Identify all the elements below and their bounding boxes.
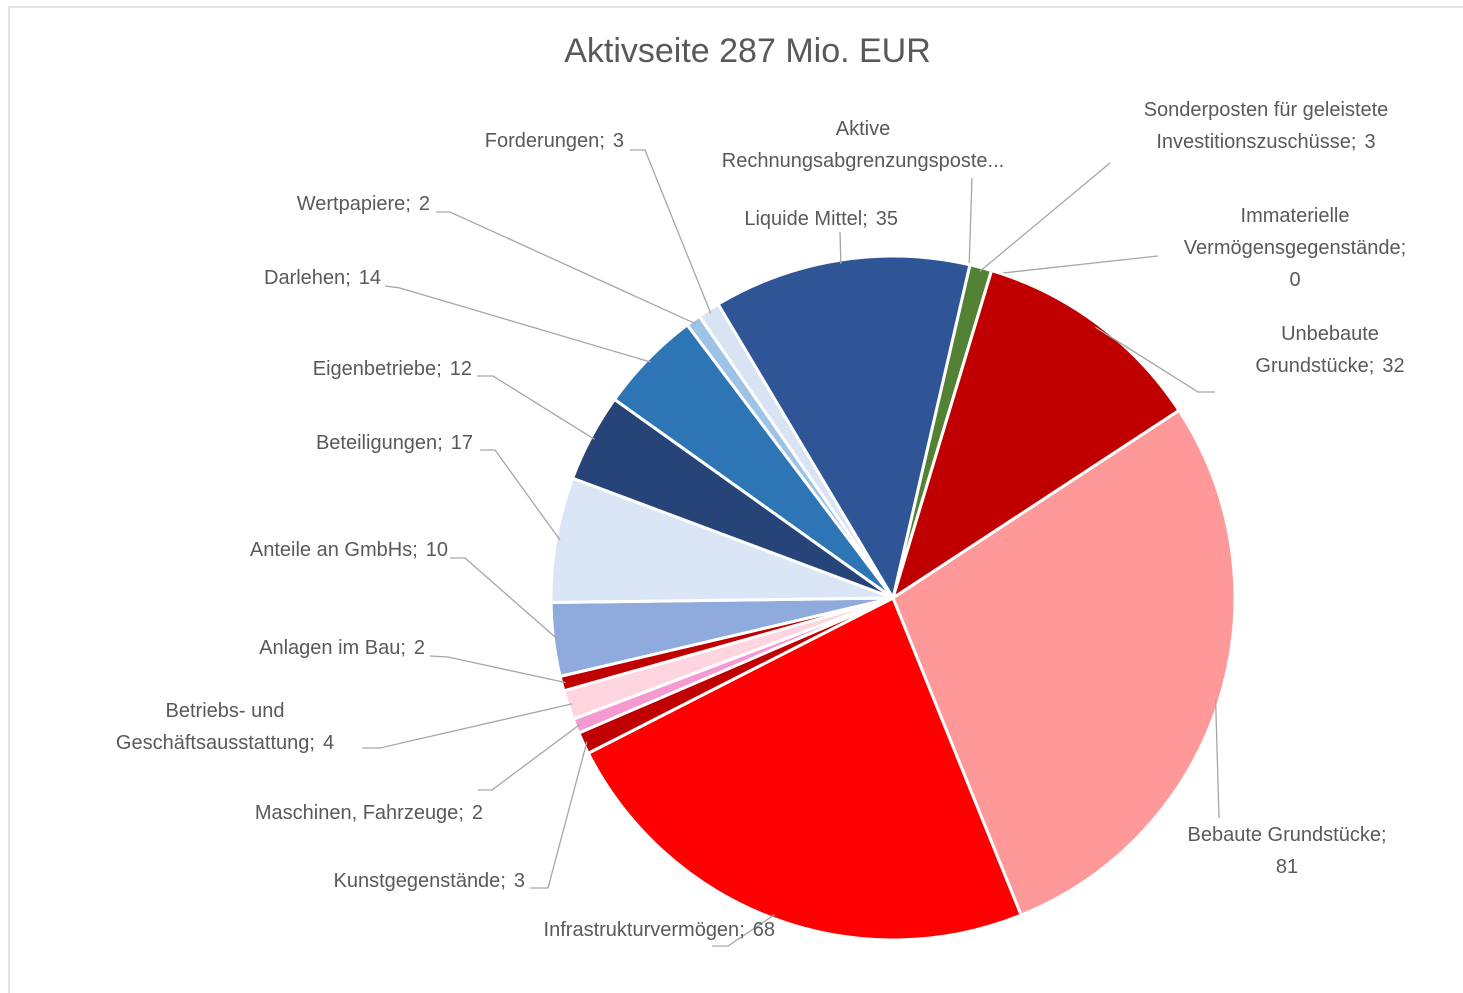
leader-line [429,655,566,684]
label-category: Liquide Mittel [744,208,863,230]
leader-line [477,375,595,440]
leader-line [968,177,973,269]
data-label: Eigenbetriebe; 12 [313,353,472,385]
leader-line [436,211,696,325]
leader-line [979,162,1111,272]
leader-line [1094,326,1215,393]
pie-slice [586,595,1024,942]
data-label: Unbebaute Grundstücke; 32 [1225,318,1435,382]
label-category: Immaterielle Vermögensgegenstände [1183,205,1401,259]
leader-line [362,703,573,749]
label-value: 4 [322,732,335,754]
label-separator: ; [458,802,464,824]
data-label: Bebaute Grundstücke; 81 [1137,819,1437,883]
data-label: Anlagen im Bau; 2 [259,632,425,664]
label-separator: ; [400,637,406,659]
label-category: Sonderposten für geleistete Investitions… [1143,99,1389,153]
label-separator: ; [436,358,442,380]
label-value: 3 [1364,131,1376,153]
label-category: Aktive Rechnungsabgrenzungsposte... [721,118,1005,172]
label-separator: ; [862,208,868,230]
label-separator: ; [1400,237,1407,259]
data-label: Maschinen, Fahrzeuge; 2 [255,797,483,829]
label-category: Maschinen, Fahrzeuge [254,802,459,824]
label-value: 32 [1382,355,1405,377]
label-category: Beteiligungen [315,432,438,454]
label-category: Kunstgegenstände [333,870,501,892]
data-label: Wertpapiere; 2 [297,188,430,220]
leader-line [839,231,842,265]
label-category: Darlehen [264,267,346,289]
chart-frame [8,6,1463,993]
label-value: 14 [358,267,381,289]
label-separator: ; [309,732,315,754]
label-separator: ; [500,870,506,892]
label-separator: ; [1350,131,1357,153]
data-label: Beteiligungen; 17 [316,427,473,459]
data-label: Immaterielle Vermögensgegenstände; 0 [1145,200,1445,296]
leader-line [712,914,775,947]
data-label: Kunstgegenstände; 3 [334,865,526,897]
pie-slice [891,408,1237,918]
label-separator: ; [412,539,418,561]
label-value: 0 [1289,269,1301,291]
data-label: Liquide Mittel; 35 [744,203,898,235]
data-label: Anteile an GmbHs; 10 [250,534,448,566]
data-label: Sonderposten für geleistete Investitions… [1106,94,1426,158]
leader-line [1214,698,1220,819]
label-category: Infrastrukturvermögen [543,919,740,941]
label-value: 2 [413,637,425,659]
label-separator: ; [405,193,411,215]
leader-line [450,557,558,640]
label-separator: ; [599,130,605,152]
label-separator: ; [1380,824,1387,846]
leader-line [384,285,652,363]
label-category: Anlagen im Bau [259,637,401,659]
label-separator: ; [437,432,443,454]
data-label: Betriebs- und Geschäftsausstattung; 4 [80,695,370,759]
label-category: Eigenbetriebe [312,358,437,380]
label-value: 2 [471,802,483,824]
label-value: 17 [450,432,473,454]
label-category: Unbebaute Grundstücke [1255,323,1379,377]
chart-title: Aktivseite 287 Mio. EUR [564,32,931,70]
label-value: 3 [612,130,624,152]
pie-slice [549,476,894,604]
data-label: Aktive Rechnungsabgrenzungsposte... [693,113,1033,177]
leader-line [530,741,588,889]
label-category: Anteile an GmbHs [249,539,413,561]
label-separator: ; [739,919,745,941]
label-category: Forderungen [484,130,600,152]
label-value: 10 [425,539,448,561]
data-label: Forderungen; 3 [485,125,624,157]
label-value: 12 [449,358,472,380]
leader-line [480,449,561,541]
label-category: Bebaute Grundstücke [1187,824,1381,846]
pie-slice [890,268,1182,602]
label-separator: ; [1368,355,1375,377]
label-separator: ; [345,267,351,289]
label-category: Betriebs- und Geschäftsausstattung [115,700,310,754]
label-category: Wertpapiere [296,193,406,215]
data-label: Darlehen; 14 [264,262,381,294]
leader-line [478,724,581,791]
label-value: 81 [1275,856,1299,878]
label-value: 68 [752,919,775,941]
label-value: 2 [418,193,430,215]
label-value: 3 [513,870,525,892]
label-value: 35 [875,208,898,230]
leader-line [990,255,1159,275]
data-label: Infrastrukturvermögen; 68 [544,914,775,946]
leader-line [630,149,712,314]
